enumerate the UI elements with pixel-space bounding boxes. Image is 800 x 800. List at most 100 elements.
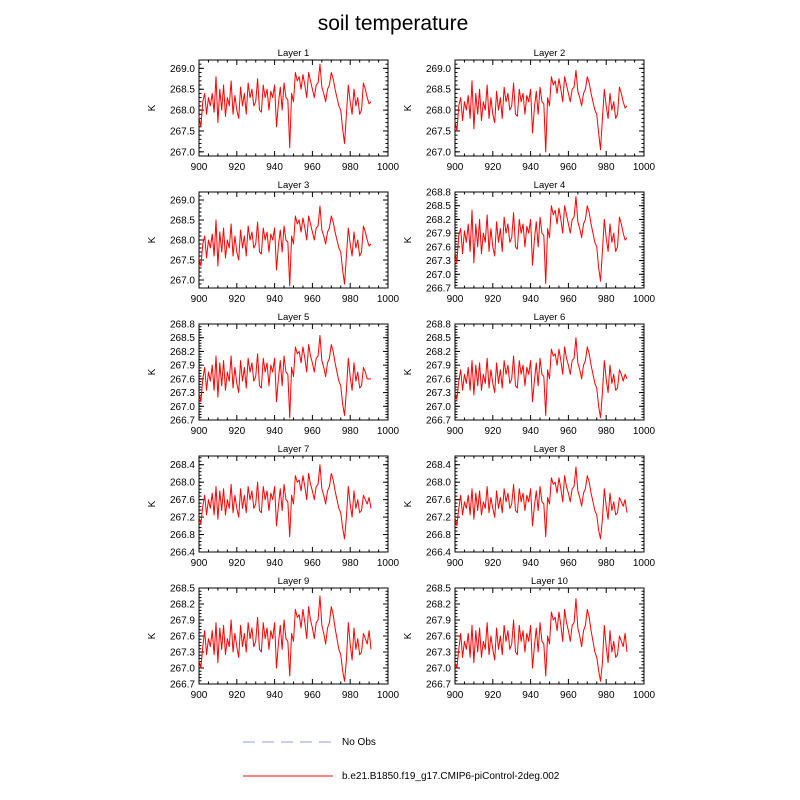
layer-9-xtick-label: 1000 <box>377 690 400 701</box>
layer-7-series-line <box>198 464 372 540</box>
layer-9-xtick-label: 980 <box>342 690 359 701</box>
layer-6-ytick-label: 267.6 <box>426 374 451 385</box>
layer-4-ytick-label: 268.2 <box>426 215 451 226</box>
layer-9-ylabel: K <box>147 632 158 639</box>
layer-5-ytick-label: 267.0 <box>170 402 195 413</box>
layer-8-ytick-label: 268.4 <box>426 460 451 471</box>
layer-10-xtick-label: 980 <box>598 690 615 701</box>
layer-5-xtick-label: 900 <box>191 426 208 437</box>
layer-1-xtick-label: 980 <box>342 162 359 173</box>
layer-2-ylabel: K <box>403 104 414 111</box>
layer-6-xtick-label: 960 <box>560 426 577 437</box>
layer-10-ytick-label: 268.5 <box>426 584 451 595</box>
layer-10-ytick-label: 268.2 <box>426 600 451 611</box>
layer-5-xtick-label: 1000 <box>377 426 400 437</box>
layer-8-title: Layer 8 <box>534 444 566 455</box>
layer-5-xtick-label: 980 <box>342 426 359 437</box>
layer-7-ytick-label: 267.2 <box>170 513 195 524</box>
layer-6-ytick-label: 267.9 <box>426 361 451 372</box>
layer-2-ytick-label: 268.0 <box>426 106 451 117</box>
layer-4-ytick-label: 267.6 <box>426 242 451 253</box>
layer-4-xtick-label: 980 <box>598 294 615 305</box>
layer-10-series-line <box>454 598 628 682</box>
layer-4-xtick-label: 920 <box>484 294 501 305</box>
layer-2-ytick-label: 268.5 <box>426 85 451 96</box>
legend-model-label: b.e21.B1850.f19_g17.CMIP6-piControl-2deg… <box>342 771 560 782</box>
layer-5-ytick-label: 267.6 <box>170 374 195 385</box>
layer-3-xtick-label: 980 <box>342 294 359 305</box>
layer-8-xtick-label: 900 <box>447 558 464 569</box>
layer-2-title: Layer 2 <box>534 48 566 59</box>
layer-4-xtick-label: 940 <box>522 294 539 305</box>
layer-10-xtick-label: 960 <box>560 690 577 701</box>
layer-5-ylabel: K <box>147 368 158 375</box>
panels-grid: Layer 1 900 920 940 960 980 1000 267.0 267.5 268.… <box>147 48 656 701</box>
layer-5-ytick-label: 268.2 <box>170 347 195 358</box>
layer-4-xtick-label: 960 <box>560 294 577 305</box>
layer-4-ytick-label: 268.5 <box>426 201 451 212</box>
layer-6-ytick-label: 267.0 <box>426 402 451 413</box>
layer-2-ytick-label: 267.0 <box>426 147 451 158</box>
layer-10-title: Layer 10 <box>531 576 568 587</box>
layer-3-panel: Layer 3 900 920 940 960 980 1000 267.0 267.5 268.… <box>147 180 400 305</box>
layer-4-ytick-label: 267.3 <box>426 256 451 267</box>
layer-5-ytick-label: 268.8 <box>170 320 195 331</box>
layer-1-ytick-label: 267.0 <box>170 147 195 158</box>
layer-8-xtick-label: 940 <box>522 558 539 569</box>
layer-9-ytick-label: 267.0 <box>170 664 195 675</box>
layer-1-ytick-label: 268.5 <box>170 85 195 96</box>
layer-1-xtick-label: 960 <box>304 162 321 173</box>
layer-6-ytick-label: 267.3 <box>426 388 451 399</box>
layer-6-ylabel: K <box>403 368 414 375</box>
layer-6-ytick-label: 268.5 <box>426 333 451 344</box>
layer-4-ylabel: K <box>403 236 414 243</box>
layer-9-xtick-label: 900 <box>191 690 208 701</box>
layer-1-title: Layer 1 <box>278 48 310 59</box>
layer-10-xtick-label: 900 <box>447 690 464 701</box>
layer-7-ytick-label: 266.8 <box>170 530 195 541</box>
layer-6-title: Layer 6 <box>534 312 566 323</box>
layer-9-ytick-label: 267.9 <box>170 616 195 627</box>
layer-6-xtick-label: 940 <box>522 426 539 437</box>
layer-3-ytick-label: 267.5 <box>170 256 195 267</box>
layer-9-title: Layer 9 <box>278 576 310 587</box>
layer-9-panel: Layer 9 900 920 940 960 980 1000 266.7 267.0 267.… <box>147 576 400 701</box>
layer-6-ytick-label: 268.8 <box>426 320 451 331</box>
layer-5-xtick-label: 960 <box>304 426 321 437</box>
layer-8-xtick-label: 920 <box>484 558 501 569</box>
layer-3-xtick-label: 940 <box>266 294 283 305</box>
layer-3-xtick-label: 960 <box>304 294 321 305</box>
layer-9-xtick-label: 920 <box>228 690 245 701</box>
layer-1-panel: Layer 1 900 920 940 960 980 1000 267.0 267.5 268.… <box>147 48 400 173</box>
layer-4-title: Layer 4 <box>534 180 566 191</box>
layer-6-ytick-label: 266.7 <box>426 416 451 427</box>
layer-8-ylabel: K <box>403 500 414 507</box>
layer-1-ytick-label: 268.0 <box>170 106 195 117</box>
layer-4-ytick-label: 266.7 <box>426 284 451 295</box>
layer-6-xtick-label: 980 <box>598 426 615 437</box>
layer-4-ytick-label: 268.8 <box>426 188 451 199</box>
layer-3-xtick-label: 920 <box>228 294 245 305</box>
layer-8-xtick-label: 980 <box>598 558 615 569</box>
layer-9-ytick-label: 267.3 <box>170 648 195 659</box>
layer-10-xtick-label: 1000 <box>633 690 656 701</box>
layer-8-ytick-label: 268.0 <box>426 478 451 489</box>
layer-10-ytick-label: 267.0 <box>426 664 451 675</box>
layer-1-ylabel: K <box>147 104 158 111</box>
layer-9-ytick-label: 266.7 <box>170 680 195 691</box>
layer-10-ytick-label: 267.9 <box>426 616 451 627</box>
legend-no-obs-label: No Obs <box>342 737 376 748</box>
layer-9-ytick-label: 268.5 <box>170 584 195 595</box>
layer-4-series-line <box>454 196 628 284</box>
layer-7-panel: Layer 7 900 920 940 960 980 1000 266.4 266.8 267.… <box>147 444 400 569</box>
layer-2-xtick-label: 940 <box>522 162 539 173</box>
layer-7-xtick-label: 1000 <box>377 558 400 569</box>
layer-3-xtick-label: 1000 <box>377 294 400 305</box>
layer-6-xtick-label: 920 <box>484 426 501 437</box>
layer-5-xtick-label: 940 <box>266 426 283 437</box>
layer-8-ytick-label: 266.4 <box>426 548 451 559</box>
layer-3-title: Layer 3 <box>278 180 310 191</box>
layer-7-xtick-label: 960 <box>304 558 321 569</box>
layer-3-ylabel: K <box>147 236 158 243</box>
layer-2-xtick-label: 920 <box>484 162 501 173</box>
